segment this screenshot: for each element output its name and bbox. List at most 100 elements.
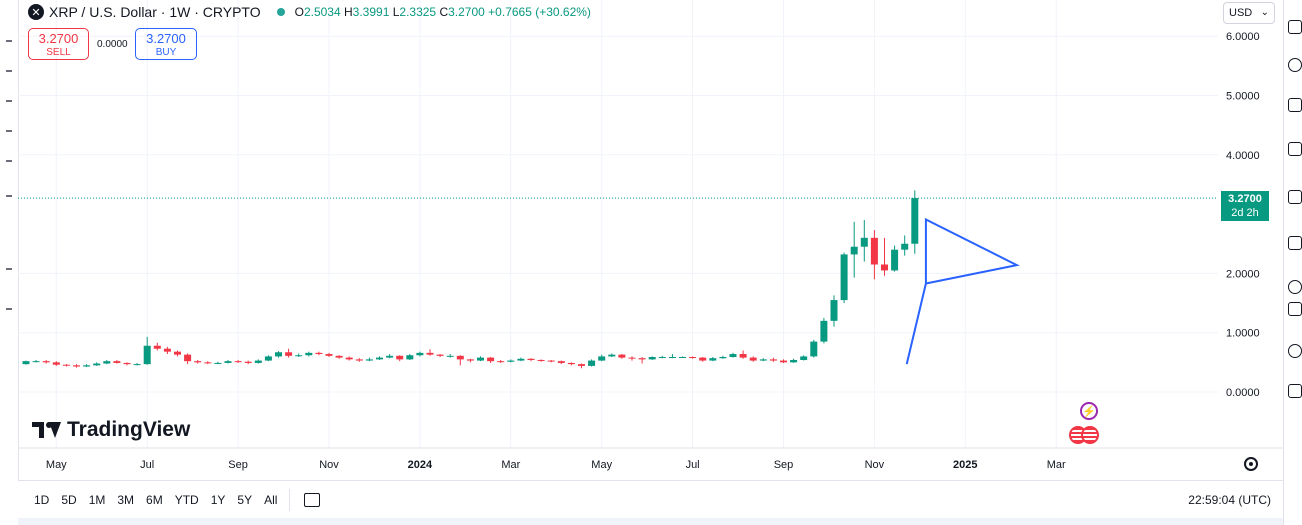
candle-body — [194, 361, 202, 363]
currency-value: USD — [1229, 7, 1253, 19]
x-tick-label: Nov — [319, 459, 339, 471]
tradingview-name: TradingView — [67, 418, 191, 441]
chart-events: ⚡ — [1069, 402, 1099, 444]
toolbar-tick[interactable] — [6, 130, 12, 132]
news-icon[interactable] — [1288, 302, 1302, 316]
candle-body — [325, 354, 333, 356]
buy-button[interactable]: 3.2700 BUY — [135, 28, 197, 60]
candle-body — [901, 243, 909, 250]
tradingview-logo[interactable]: TradingView — [32, 418, 190, 442]
timeframe-all[interactable]: All — [264, 493, 278, 507]
candle-body — [749, 357, 757, 361]
sell-label: SELL — [46, 46, 71, 58]
last-price-value: 3.2700 — [1228, 193, 1262, 205]
lightning-event-icon[interactable]: ⚡ — [1080, 402, 1098, 420]
candle-body — [628, 357, 636, 359]
utc-clock[interactable]: 22:59:04 (UTC) — [1188, 493, 1271, 507]
gear-icon[interactable] — [1244, 457, 1258, 471]
candle-body — [416, 352, 424, 356]
pine-icon[interactable] — [1288, 384, 1302, 398]
candle-body — [578, 364, 585, 366]
xrp-logo-icon: ✕ — [28, 4, 44, 20]
candle-body — [790, 359, 798, 363]
candle-body — [810, 341, 818, 357]
price-chart[interactable]: 6.0000 5.0000 4.0000 2.0000 1.0000 0.0000 May J… — [18, 0, 1283, 480]
ohlc-low: 2.3325 — [399, 5, 437, 19]
timeframe-1d[interactable]: 1D — [34, 493, 50, 507]
calendar-icon[interactable] — [1288, 190, 1302, 204]
candle-body — [820, 320, 828, 342]
candle-body — [254, 360, 262, 363]
candle-body — [153, 345, 161, 349]
candle-body — [133, 364, 141, 366]
currency-select[interactable]: USD ⌄ — [1223, 2, 1275, 24]
x-tick-label: Mar — [501, 459, 520, 471]
sell-price: 3.2700 — [38, 30, 79, 46]
ideas-icon[interactable] — [1288, 236, 1302, 250]
notifications-icon[interactable] — [1288, 344, 1302, 358]
candle-body — [234, 361, 242, 363]
candle-body — [759, 359, 767, 361]
ohlc-high: 3.3991 — [352, 5, 390, 19]
candle-body — [22, 361, 30, 365]
candle-body — [446, 355, 454, 357]
timeframe-5y[interactable]: 5Y — [237, 493, 253, 507]
timeframe-ytd[interactable]: YTD — [174, 493, 199, 507]
alert-icon[interactable] — [1288, 58, 1302, 72]
candle-body — [62, 364, 70, 366]
toolbar-tick[interactable] — [6, 268, 12, 270]
toolbar-tick[interactable] — [6, 160, 12, 162]
candle-body — [123, 362, 131, 365]
candle-body — [436, 354, 444, 356]
horizontal-scrollbar[interactable] — [18, 518, 1283, 525]
candle-body — [163, 348, 171, 352]
candle-body — [204, 362, 212, 364]
candle-body — [93, 363, 101, 366]
toolbar-tick[interactable] — [6, 308, 12, 310]
candle-body — [214, 362, 222, 364]
bar-countdown: 2d 2h — [1231, 207, 1259, 219]
candle-body — [396, 355, 404, 360]
data-window-icon[interactable] — [1288, 98, 1302, 112]
candle-body — [567, 362, 575, 365]
toolbar-tick[interactable] — [6, 100, 12, 102]
divider — [289, 489, 291, 511]
hotlist-icon[interactable] — [1288, 142, 1302, 156]
candle-body — [224, 361, 232, 363]
sell-button[interactable]: 3.2700 SELL — [28, 28, 89, 60]
timeframe-3m[interactable]: 3M — [117, 493, 135, 507]
candle-body — [648, 357, 656, 360]
candle-body — [679, 357, 686, 359]
toolbar-tick[interactable] — [6, 195, 12, 197]
help-icon[interactable] — [1288, 280, 1302, 294]
toolbar-tick[interactable] — [6, 40, 12, 42]
y-tick-label: 6.0000 — [1226, 31, 1260, 43]
candle-body — [729, 354, 737, 358]
candle-body — [507, 360, 515, 362]
timeframe-6m[interactable]: 6M — [146, 493, 163, 507]
candle-body — [365, 359, 373, 361]
timeframe-5d[interactable]: 5D — [61, 493, 77, 507]
timeframe-1y[interactable]: 1Y — [210, 493, 226, 507]
ohlc-open-key: O — [294, 5, 304, 19]
candle-body — [739, 354, 747, 358]
candle-body — [840, 254, 848, 301]
candle-body — [264, 356, 272, 361]
buy-label: BUY — [155, 46, 177, 58]
candle-body — [456, 355, 464, 360]
candle-body — [780, 360, 787, 363]
symbol-title[interactable]: XRP / U.S. Dollar · 1W · CRYPTO — [49, 4, 261, 20]
candle-body — [174, 351, 181, 355]
candle-body — [870, 237, 878, 265]
go-to-date-icon[interactable] — [304, 493, 321, 507]
triangle-pattern-drawing — [905, 217, 1020, 365]
timeframe-1m[interactable]: 1M — [88, 493, 106, 507]
candle-body — [497, 361, 505, 363]
candle-body — [73, 365, 80, 367]
us-flag-event-icon[interactable] — [1069, 426, 1099, 444]
last-price-label: 3.2700 2d 2h — [1221, 191, 1269, 221]
candle-body — [517, 358, 525, 361]
toolbar-tick[interactable] — [6, 70, 12, 72]
candle-body — [143, 345, 151, 365]
watchlist-icon[interactable] — [1288, 20, 1302, 34]
